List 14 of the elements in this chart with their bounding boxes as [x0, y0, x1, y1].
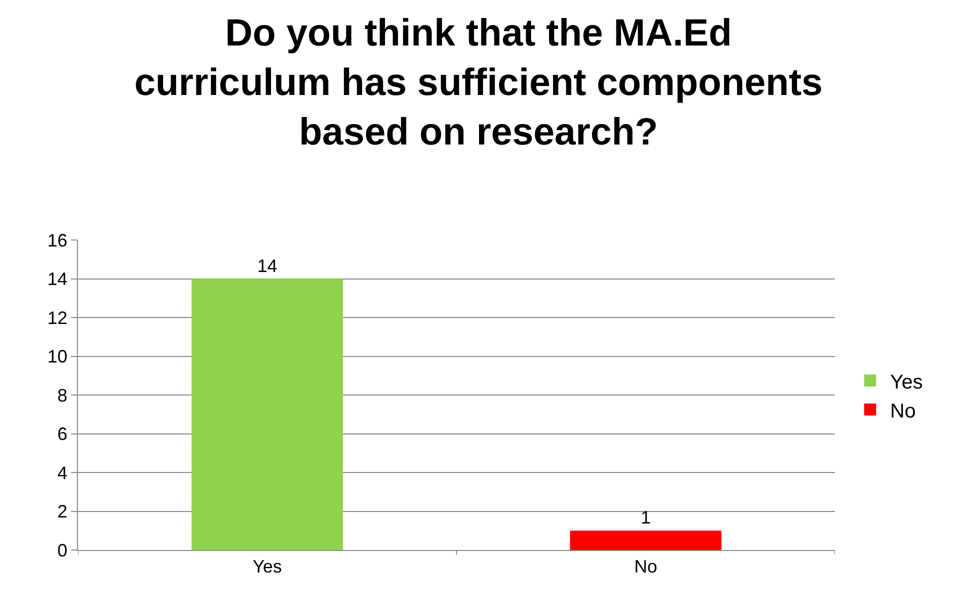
legend-label: Yes: [890, 371, 923, 394]
y-tick-label: 14: [47, 269, 68, 290]
y-tick-label: 0: [57, 540, 68, 560]
legend-label: No: [890, 400, 916, 422]
y-tick-label: 16: [47, 230, 68, 250]
y-tick-label: 10: [47, 346, 68, 367]
y-tick-label: 4: [57, 462, 68, 483]
y-tick-label: 12: [47, 308, 68, 328]
y-tick-label: 6: [57, 424, 68, 444]
y-tick-label: 8: [57, 385, 68, 406]
data-label: 1: [640, 508, 651, 528]
y-tick-label: 2: [57, 502, 68, 522]
chart-title: Do you think that the MA.Ed curriculum has sufficient components based on research?: [134, 12, 823, 154]
data-label: 14: [257, 256, 278, 276]
